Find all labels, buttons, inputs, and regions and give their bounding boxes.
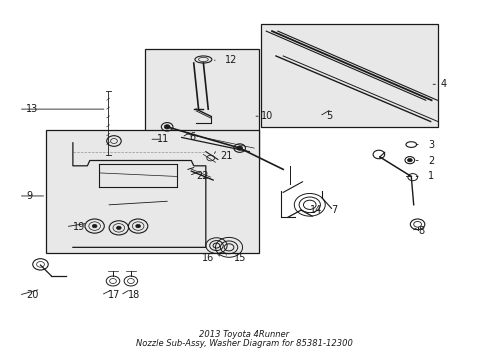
Text: 2013 Toyota 4Runner: 2013 Toyota 4Runner: [199, 330, 289, 339]
Circle shape: [164, 125, 170, 129]
Text: 19: 19: [73, 222, 85, 232]
Text: 22: 22: [196, 171, 208, 181]
Text: 10: 10: [260, 111, 272, 121]
Text: 18: 18: [127, 290, 140, 300]
Text: 8: 8: [418, 226, 424, 237]
Text: 21: 21: [220, 151, 232, 161]
Bar: [46, 130, 259, 253]
Text: 17: 17: [108, 290, 121, 300]
Text: 6: 6: [188, 132, 195, 143]
Bar: [261, 24, 437, 127]
Text: 5: 5: [326, 111, 332, 121]
Text: 1: 1: [427, 171, 433, 181]
Text: 4: 4: [439, 79, 446, 89]
Text: 12: 12: [224, 55, 237, 65]
Text: 11: 11: [156, 134, 168, 144]
Text: 16: 16: [202, 253, 214, 263]
Circle shape: [236, 146, 242, 150]
Text: 2: 2: [427, 156, 433, 166]
Text: 20: 20: [26, 290, 38, 300]
Text: 13: 13: [26, 104, 38, 114]
Text: 7: 7: [331, 205, 337, 215]
Text: Nozzle Sub-Assy, Washer Diagram for 85381-12300: Nozzle Sub-Assy, Washer Diagram for 8538…: [136, 339, 352, 348]
Circle shape: [407, 158, 411, 162]
Circle shape: [136, 224, 140, 228]
Text: 14: 14: [309, 205, 322, 215]
Text: 9: 9: [26, 191, 32, 201]
Circle shape: [92, 224, 97, 228]
Bar: [145, 49, 259, 161]
Text: 3: 3: [427, 140, 433, 149]
Text: 15: 15: [233, 253, 246, 263]
Circle shape: [116, 226, 121, 230]
